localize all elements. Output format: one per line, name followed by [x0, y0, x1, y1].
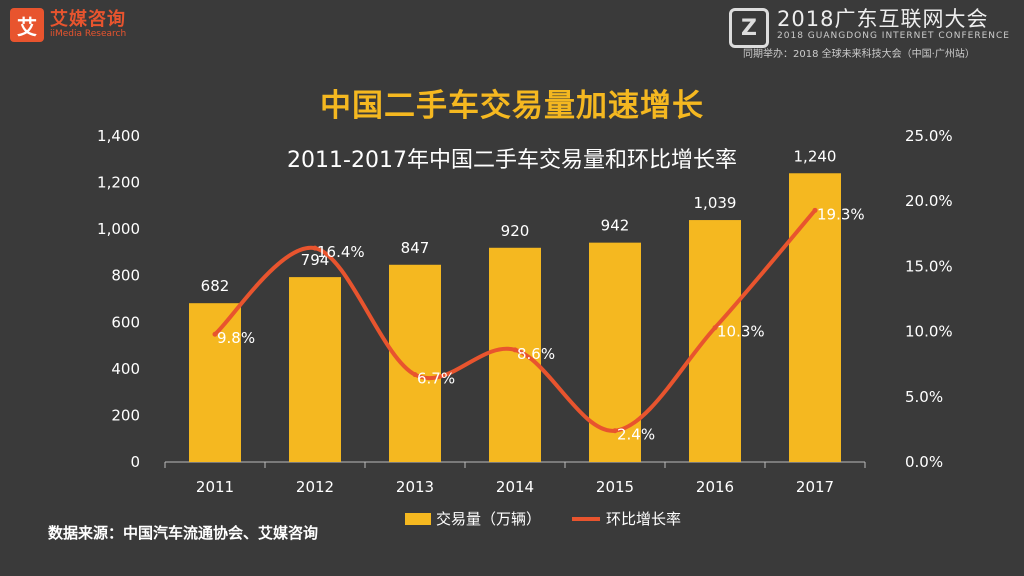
chart-title: 2011-2017年中国二手车交易量和环比增长率: [287, 148, 737, 173]
growth-rate-label: 19.3%: [817, 205, 865, 223]
x-tick-label: 2017: [796, 478, 834, 496]
growth-rate-point: [812, 207, 818, 213]
brand-name: 艾媒咨询: [50, 8, 126, 30]
x-tick-label: 2014: [496, 478, 534, 496]
bar: [689, 220, 741, 462]
growth-rate-point: [412, 372, 418, 378]
legend-line-label: 环比增长率: [606, 510, 681, 528]
y-left-tick-label: 200: [111, 406, 140, 424]
growth-rate-label: 2.4%: [617, 426, 655, 444]
bar-value-label: 942: [601, 217, 630, 235]
conference-logo: Z 2018广东互联网大会 2018 GUANGDONG INTERNET CO…: [729, 7, 1010, 61]
y-right-tick-label: 5.0%: [905, 388, 943, 406]
bar: [789, 173, 841, 462]
y-left-tick-label: 1,200: [97, 174, 140, 192]
y-left-tick-label: 800: [111, 267, 140, 285]
y-left-tick-label: 0: [130, 453, 140, 471]
conference-logo-icon: Z: [729, 8, 770, 48]
y-right-tick-label: 15.0%: [905, 257, 953, 275]
growth-rate-label: 16.4%: [317, 243, 365, 261]
iimedia-logo: 艾 艾媒咨询 iiMedia Research: [10, 8, 126, 42]
y-right-tick-label: 0.0%: [905, 453, 943, 471]
bar: [389, 264, 441, 462]
y-right-tick-label: 20.0%: [905, 192, 953, 210]
x-tick-label: 2012: [296, 478, 334, 496]
bar-value-label: 1,039: [694, 194, 737, 212]
x-tick-label: 2015: [596, 478, 634, 496]
growth-rate-point: [612, 428, 618, 434]
brand-subtitle: iiMedia Research: [50, 28, 127, 39]
bar: [289, 277, 341, 462]
y-left-tick-label: 400: [111, 360, 140, 378]
source-note: 数据来源：中国汽车流通协会、艾媒咨询: [48, 524, 319, 542]
growth-rate-label: 10.3%: [717, 323, 765, 341]
growth-rate-label: 9.8%: [217, 329, 255, 347]
iimedia-logo-icon: 艾: [10, 8, 44, 42]
conference-subtitle: 2018 GUANGDONG INTERNET CONFERENCE: [777, 31, 1010, 42]
page-title: 中国二手车交易量加速增长: [320, 88, 704, 124]
bar-value-label: 682: [201, 277, 230, 295]
y-left-tick-label: 600: [111, 313, 140, 331]
legend-bar-label: 交易量（万辆）: [436, 510, 541, 528]
growth-rate-point: [712, 325, 718, 331]
conference-title: 2018广东互联网大会: [777, 7, 989, 31]
growth-rate-point: [312, 245, 318, 251]
x-tick-label: 2011: [196, 478, 234, 496]
growth-rate-label: 6.7%: [417, 370, 455, 388]
bar-value-label: 920: [501, 222, 530, 240]
growth-rate-label: 8.6%: [517, 345, 555, 363]
bar-value-label: 1,240: [794, 147, 837, 165]
growth-rate-point: [212, 331, 218, 337]
bar-value-label: 847: [401, 239, 430, 257]
conference-host-note: 同期举办：2018 全球未来科技大会（中国·广州站）: [743, 49, 975, 61]
x-tick-label: 2013: [396, 478, 434, 496]
x-tick-label: 2016: [696, 478, 734, 496]
legend-bar-swatch: [405, 513, 431, 525]
growth-rate-point: [512, 347, 518, 353]
y-right-tick-label: 25.0%: [905, 127, 953, 145]
y-left-tick-label: 1,000: [97, 220, 140, 238]
bar: [489, 247, 541, 462]
y-left-tick-label: 1,400: [97, 127, 140, 145]
bar-value-label: 794: [301, 251, 330, 269]
y-right-tick-label: 10.0%: [905, 323, 953, 341]
bar: [189, 303, 241, 462]
